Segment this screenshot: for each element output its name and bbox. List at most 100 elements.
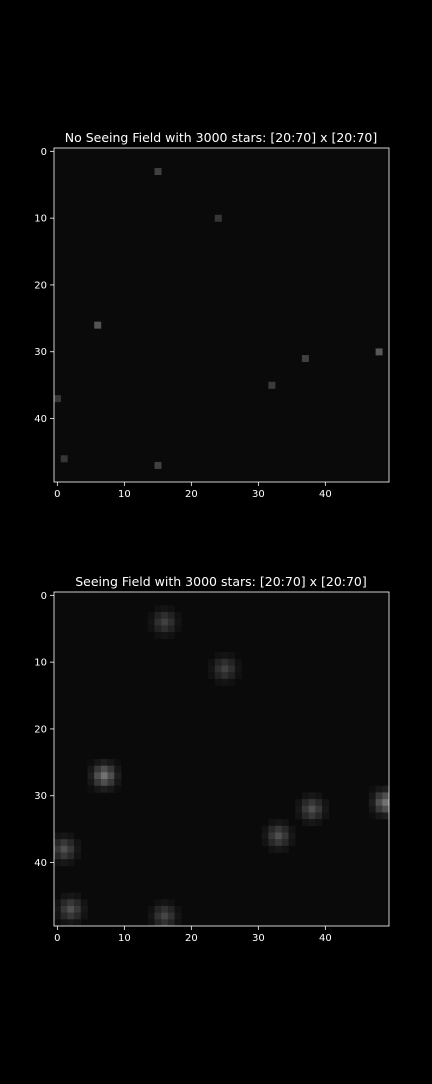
- y-tick-label: 30: [34, 347, 47, 358]
- axes-frame: [53, 591, 390, 927]
- heatmap-cell: [174, 618, 182, 626]
- y-tick-label: 0: [41, 147, 47, 158]
- heatmap-cell: [67, 832, 75, 840]
- heatmap-cell: [107, 765, 115, 773]
- heatmap-cell: [154, 632, 162, 640]
- heatmap-cell: [375, 812, 383, 820]
- heatmap-cell: [301, 355, 309, 363]
- heatmap-cell: [161, 612, 169, 620]
- heatmap-cell: [54, 912, 61, 920]
- heatmap-cell: [94, 321, 102, 329]
- heatmap-cell: [74, 892, 82, 900]
- chart-title: No Seeing Field with 3000 stars: [20:70]…: [65, 130, 378, 145]
- heatmap-cell: [161, 919, 169, 927]
- y-tick-label: 10: [34, 658, 47, 669]
- heatmap-cell: [100, 785, 108, 793]
- heatmap-cell: [67, 859, 75, 867]
- heatmap-cell: [174, 625, 182, 633]
- heatmap-cell: [67, 912, 75, 920]
- y-axis: 0 10 20 30 40: [34, 591, 54, 869]
- heatmap-cell: [54, 395, 61, 403]
- heatmap-cell: [87, 772, 95, 780]
- heatmap-cell: [167, 912, 175, 920]
- heatmap-cell: [54, 852, 61, 860]
- heatmap-cell: [315, 819, 323, 827]
- heatmap-background: [54, 148, 389, 482]
- x-tick-label: 20: [185, 489, 198, 500]
- heatmap-cell: [80, 899, 88, 907]
- heatmap-cell: [67, 852, 75, 860]
- heatmap-cell: [382, 792, 390, 800]
- heatmap-cell: [94, 779, 102, 787]
- y-tick-label: 40: [34, 414, 47, 425]
- x-tick-label: 20: [185, 933, 198, 944]
- y-tick-label: 20: [34, 280, 47, 291]
- heatmap-cell: [154, 919, 162, 927]
- heatmap-panel-seeing: Seeing Field with 3000 stars: [20:70] x …: [34, 574, 390, 944]
- chart-title: Seeing Field with 3000 stars: [20:70] x …: [75, 574, 367, 589]
- heatmap-cell: [147, 905, 155, 913]
- heatmap-cell: [67, 905, 75, 913]
- heatmap-cell: [214, 214, 222, 222]
- heatmap-cell: [60, 859, 68, 867]
- heatmap-image: [54, 592, 390, 927]
- heatmap-cell: [261, 825, 269, 833]
- heatmap-cell: [174, 912, 182, 920]
- heatmap-cell: [234, 658, 242, 666]
- heatmap-cell: [308, 812, 316, 820]
- heatmap-cell: [67, 892, 75, 900]
- heatmap-cell: [268, 825, 276, 833]
- heatmap-cell: [67, 845, 75, 853]
- x-tick-label: 40: [319, 933, 332, 944]
- heatmap-cell: [281, 825, 289, 833]
- heatmap-cell: [322, 812, 329, 820]
- heatmap-cell: [107, 772, 115, 780]
- heatmap-cell: [154, 461, 162, 469]
- heatmap-cell: [94, 772, 102, 780]
- heatmap-cell: [281, 832, 289, 840]
- heatmap-cell: [167, 905, 175, 913]
- heatmap-cell: [147, 618, 155, 626]
- heatmap-cell: [54, 845, 61, 853]
- heatmap-cell: [87, 765, 95, 773]
- heatmap-cell: [315, 805, 323, 813]
- heatmap-cell: [154, 605, 162, 613]
- heatmap-cell: [87, 785, 95, 793]
- heatmap-cell: [60, 455, 68, 463]
- heatmap-cell: [94, 785, 102, 793]
- heatmap-cell: [60, 832, 68, 840]
- heatmap-cell: [161, 618, 169, 626]
- y-tick-label: 0: [41, 591, 47, 602]
- heatmap-cell: [295, 799, 303, 807]
- heatmap-cell: [375, 348, 383, 356]
- heatmap-cell: [100, 779, 108, 787]
- heatmap-cell: [214, 665, 222, 673]
- x-axis: 0 10 20 30 40: [54, 926, 332, 944]
- heatmap-cell: [375, 799, 383, 807]
- heatmap-cell: [114, 759, 122, 766]
- y-tick-label: 40: [34, 858, 47, 869]
- x-tick-label: 0: [54, 933, 60, 944]
- heatmap-cell: [54, 839, 61, 847]
- heatmap-cell: [60, 852, 68, 860]
- heatmap-cell: [221, 665, 229, 673]
- heatmap-cell: [208, 665, 216, 673]
- heatmap-cell: [147, 912, 155, 920]
- heatmap-cell: [261, 839, 269, 847]
- x-tick-label: 10: [118, 489, 131, 500]
- heatmap-cell: [301, 819, 309, 827]
- heatmap-cell: [107, 779, 115, 787]
- heatmap-cell: [275, 832, 283, 840]
- heatmap-cell: [322, 799, 329, 807]
- heatmap-cell: [275, 825, 283, 833]
- heatmap-cell: [167, 899, 175, 907]
- heatmap-cell: [228, 665, 236, 673]
- heatmap-cell: [107, 759, 115, 766]
- heatmap-cell: [308, 805, 316, 813]
- heatmap-cell: [161, 912, 169, 920]
- heatmap-cell: [308, 792, 316, 800]
- heatmap-cell: [60, 912, 68, 920]
- heatmap-cell: [154, 168, 162, 176]
- heatmap-cell: [368, 785, 376, 793]
